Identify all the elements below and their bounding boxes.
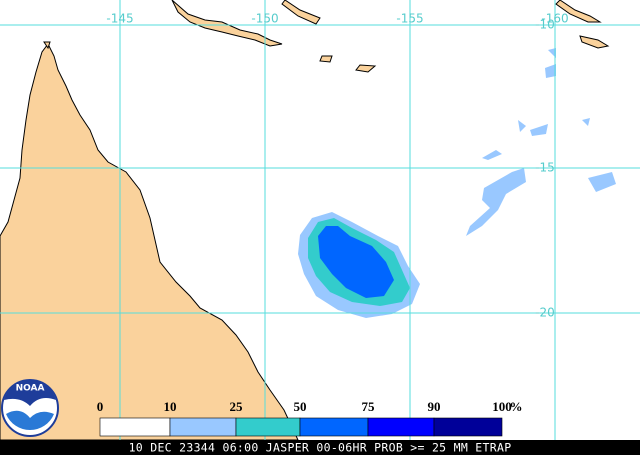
legend-label: 75: [362, 399, 376, 414]
legend-label: 50: [294, 399, 307, 414]
legend-label: 0: [97, 399, 104, 414]
island: [319, 55, 333, 63]
rain-blue: [318, 226, 394, 298]
island: [555, 0, 602, 23]
latitude-label: -20: [535, 306, 555, 320]
longitude-label: -155: [396, 12, 423, 26]
australia: [0, 43, 299, 441]
legend-swatch: [235, 417, 301, 437]
latitude-label: -10: [535, 18, 555, 32]
noaa-logo: NOAA: [1, 379, 59, 437]
logo-text: NOAA: [16, 384, 45, 394]
legend-label: 100: [492, 399, 512, 414]
legend: 0 10 25 50 75 90 100%: [97, 399, 523, 437]
legend-swatch: [169, 417, 237, 437]
footer-text: 10 DEC 23344 06:00 JASPER 00-06HR PROB >…: [129, 441, 512, 455]
longitude-label: -150: [251, 12, 278, 26]
legend-label: 90: [428, 399, 441, 414]
footer-bar: [0, 440, 640, 455]
legend-swatch: [299, 417, 369, 437]
latitude-label: -15: [535, 161, 555, 175]
new-guinea-north: [281, 0, 321, 25]
legend-swatch: [99, 417, 171, 437]
legend-swatch: [367, 417, 435, 437]
legend-label: 10: [164, 399, 177, 414]
island: [355, 64, 377, 73]
legend-unit: %: [510, 399, 523, 414]
legend-swatch: [433, 417, 503, 437]
graticule: -145 -150 -155 -160-10 -15 -20: [0, 0, 640, 440]
longitude-label: -160: [541, 12, 568, 26]
island: [579, 35, 610, 49]
legend-label: 25: [230, 399, 244, 414]
longitude-label: -145: [106, 12, 133, 26]
island: [43, 41, 51, 50]
